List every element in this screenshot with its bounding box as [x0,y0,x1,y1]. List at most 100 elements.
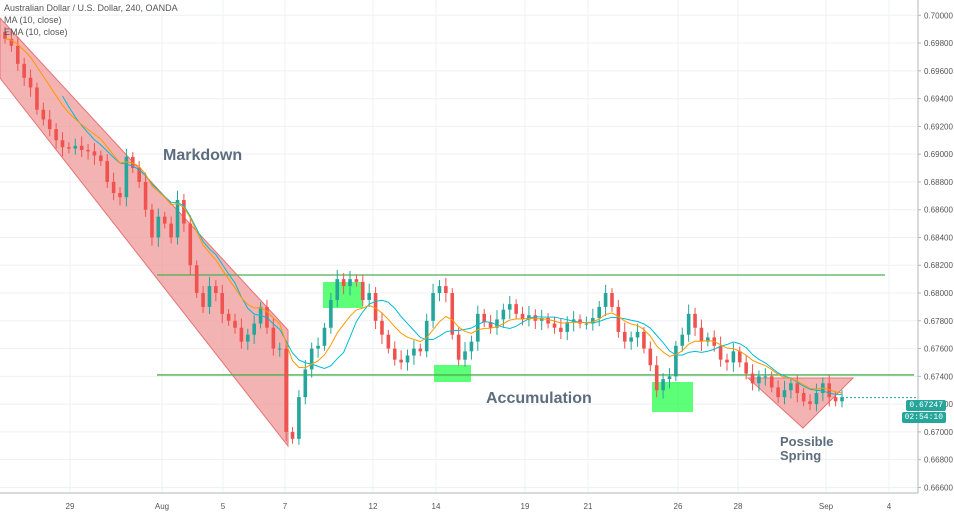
moving-averages [4,38,918,399]
candle-body [482,313,486,323]
candle-body [507,304,512,310]
price-tick-label: 0.68200 [924,261,953,270]
candle-body [194,265,199,294]
highlight-box [652,382,693,412]
candle-body [699,327,704,342]
time-tick-label: 19 [521,502,530,511]
candle-body [603,293,608,307]
candle-body [456,334,461,360]
candle-body [220,293,225,314]
candle-body [361,281,365,300]
chart-legend: Australian Dollar / U.S. Dollar, 240, OA… [4,2,178,38]
price-tick-label: 0.69800 [924,39,953,48]
candle-body [476,313,480,342]
candle-body [239,327,244,342]
candle-body [150,209,154,238]
candle-body [686,313,691,335]
price-tick-label: 0.70000 [924,11,953,20]
price-axis-bg [918,0,954,513]
candle-body [354,279,359,282]
candle-body [527,315,531,320]
candle-body [143,181,148,210]
candle-body [718,345,723,360]
candle-body [693,313,697,328]
price-tick-label: 0.69000 [924,150,953,159]
candle-body [437,286,442,294]
candle-body [706,337,710,342]
candle-body [277,348,282,350]
candle-body [488,322,493,328]
candle-body [54,129,58,141]
candle-body [60,140,65,148]
candle-body [309,348,314,370]
candle-body [763,376,768,378]
candle-body [41,109,46,120]
candle-body [118,193,122,198]
candle-body [840,397,844,402]
candle-body [744,362,748,374]
price-tick-label: 0.68600 [924,206,953,215]
candle-body [3,31,7,39]
candle-body [284,348,288,432]
candle-body [667,376,672,380]
candle-body [245,334,250,342]
price-tick-label: 0.68800 [924,178,953,187]
candle-body [405,355,410,363]
time-tick-label: Sep [819,502,834,511]
candle-body [801,393,806,402]
markdown-label: Markdown [163,147,242,164]
price-tick-label: 0.68400 [924,233,953,242]
ema-line [4,38,843,394]
candle-body [533,315,538,321]
spring-triangle [746,377,855,429]
candle-body [175,199,180,238]
candle-body [814,393,819,405]
price-tick-label: 0.69200 [924,122,953,131]
time-tick-label: 26 [674,502,683,511]
candle-body [661,379,665,391]
candle-body [808,401,812,405]
price-tick-label: 0.67800 [924,317,953,326]
price-axis: 0.70000 0.69800 0.69600 0.69400 0.69200 0.690… [917,0,954,513]
candle-body [546,318,550,324]
candle-body [469,341,474,352]
legend-ma: MA (10, close) [4,15,62,25]
candle-body [520,313,525,320]
candle-body [725,359,729,363]
candle-body [386,334,391,349]
candle-body [539,318,544,321]
candle-body [731,351,736,363]
range-lines [157,274,914,376]
candle-body [380,320,384,335]
candle-body [297,397,301,439]
candle-body [654,365,659,391]
legend-ema: EMA (10, close) [4,27,68,37]
candle-body [444,286,448,294]
candle-body [348,279,352,287]
candle-body [79,145,84,150]
candle-body [233,320,237,328]
candle-body [35,87,39,110]
countdown-tag: 02:54:10 [901,412,946,423]
candle-body [290,431,295,439]
candle-body [450,293,455,335]
candle-body [680,334,685,346]
candle-body [111,181,116,194]
candle-body [565,322,570,332]
candle-body [424,320,429,352]
time-tick-label: 4 [887,502,892,511]
candle-body [635,331,640,338]
candle-body [591,318,595,324]
candle-body [226,313,231,321]
candle-body [99,155,103,162]
candle-body [769,376,774,388]
legend-symbol: Australian Dollar / U.S. Dollar, 240, OA… [4,3,178,13]
candle-body [578,319,582,324]
time-axis: 29 Aug 5 7 12 14 19 21 26 28 Sep 4 [0,492,918,511]
candle-body [28,77,33,88]
time-tick-label: 7 [283,502,288,511]
candle-body [757,376,761,384]
time-tick-label: Aug [155,502,169,511]
